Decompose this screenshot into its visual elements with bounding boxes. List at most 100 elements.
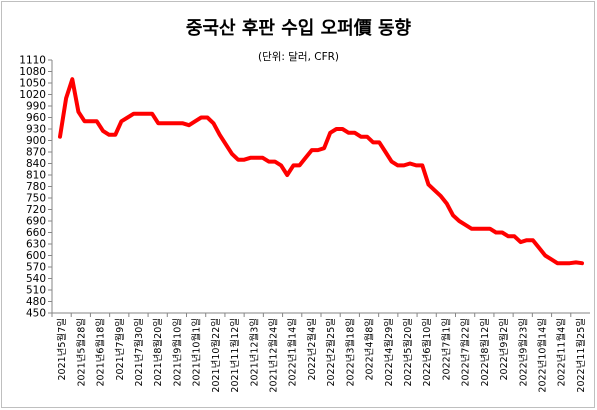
x-tick-label: 2022년7월22일 (460, 318, 472, 387)
data-point (187, 123, 191, 127)
x-tick-label: 2021년11월12일 (229, 318, 241, 393)
data-point (494, 231, 498, 234)
x-tick-label: 2022년11월25일 (575, 318, 587, 393)
data-point (371, 140, 375, 144)
data-point (463, 223, 467, 227)
data-point (543, 254, 547, 257)
chart-title: 중국산 후판 수입 오퍼價 동향 (185, 18, 412, 39)
y-tick-label: 600 (26, 250, 46, 262)
data-point (144, 112, 148, 116)
y-tick-label: 540 (26, 273, 46, 285)
data-point (476, 227, 480, 231)
data-point (70, 77, 74, 81)
x-tick-label: 2022년2월4일 (306, 318, 318, 381)
data-point (267, 160, 271, 164)
data-point (580, 261, 584, 265)
data-point (273, 160, 277, 164)
x-tick-label: 2021년5월7일 (56, 318, 68, 381)
chart-subtitle: (단위: 달러, CFR) (257, 51, 340, 63)
data-point (107, 133, 111, 137)
y-tick-label: 1080 (19, 66, 46, 78)
data-point (181, 121, 185, 125)
data-point (279, 163, 283, 167)
data-point (119, 119, 123, 123)
data-point (347, 131, 351, 135)
x-tick-label: 2022년9월23일 (517, 318, 529, 387)
data-point (568, 261, 572, 265)
x-tick-label: 2022년4월8일 (364, 318, 376, 381)
data-point (169, 121, 172, 125)
data-point (519, 240, 523, 244)
data-point (396, 163, 400, 167)
data-point (512, 234, 516, 238)
y-tick-label: 720 (26, 204, 46, 216)
data-point (248, 156, 252, 160)
data-point (199, 116, 203, 119)
data-point (126, 116, 130, 119)
data-point (537, 246, 541, 250)
y-tick-label: 930 (26, 124, 46, 136)
x-tick-label: 2021년7월9일 (114, 318, 126, 381)
data-point (420, 163, 424, 167)
data-point (488, 227, 492, 231)
data-point (353, 131, 357, 135)
y-tick-label: 870 (26, 147, 46, 159)
data-point (316, 148, 320, 152)
y-tick-label: 1110 (19, 55, 46, 67)
data-point (414, 163, 418, 167)
y-tick-label: 750 (26, 193, 46, 205)
data-point (439, 194, 443, 198)
y-tick-label: 840 (26, 158, 46, 170)
y-tick-label: 1050 (19, 78, 46, 90)
data-point (285, 173, 289, 177)
x-tick-label: 2021년12월24일 (267, 318, 279, 393)
data-point (562, 261, 566, 265)
x-tick-label: 2021년9월10일 (171, 318, 183, 387)
data-point (390, 160, 394, 164)
data-point (255, 156, 258, 160)
x-tick-label: 2021년12월3일 (248, 318, 260, 387)
data-point (451, 213, 455, 217)
data-point (549, 257, 553, 261)
data-point (138, 112, 142, 116)
data-point (298, 163, 301, 167)
data-point (212, 121, 215, 125)
x-tick-label: 2022년6월10일 (421, 318, 433, 387)
x-tick-label: 2022년4월29일 (383, 318, 395, 387)
data-point (76, 110, 80, 114)
y-tick-label: 450 (26, 308, 46, 320)
x-tick-label: 2021년10월22일 (210, 318, 222, 393)
x-tick-label: 2022년7월1일 (440, 318, 452, 381)
data-point (341, 127, 344, 131)
y-tick-label: 960 (26, 112, 46, 124)
data-point (457, 219, 461, 223)
data-point (334, 127, 338, 131)
data-point (365, 135, 369, 139)
data-point (156, 121, 160, 125)
data-point (322, 146, 326, 150)
data-point (555, 261, 559, 265)
x-tick-label: 2022년8월12일 (479, 318, 491, 387)
data-point (408, 162, 412, 165)
y-tick-label: 570 (26, 262, 46, 274)
data-point (89, 119, 93, 123)
x-tick-label: 2022년11월4일 (556, 318, 568, 387)
data-point (261, 156, 265, 160)
x-tick-label: 2022년5월20일 (402, 318, 414, 387)
x-tick-label: 2022년1월14일 (287, 318, 299, 387)
y-tick-label: 660 (26, 227, 46, 239)
y-tick-label: 510 (26, 285, 46, 297)
x-tick-label: 2022년10월14일 (536, 318, 548, 393)
x-tick-label: 2021년7월30일 (133, 318, 145, 387)
x-tick-label: 2021년6월18일 (95, 318, 107, 387)
data-point (101, 129, 105, 133)
data-point (482, 227, 486, 231)
y-tick-label: 1020 (19, 89, 46, 101)
x-tick-label: 2022년9월2일 (498, 318, 510, 381)
x-tick-label: 2022년2월25일 (325, 318, 337, 387)
data-point (310, 148, 314, 152)
data-point (384, 150, 387, 154)
